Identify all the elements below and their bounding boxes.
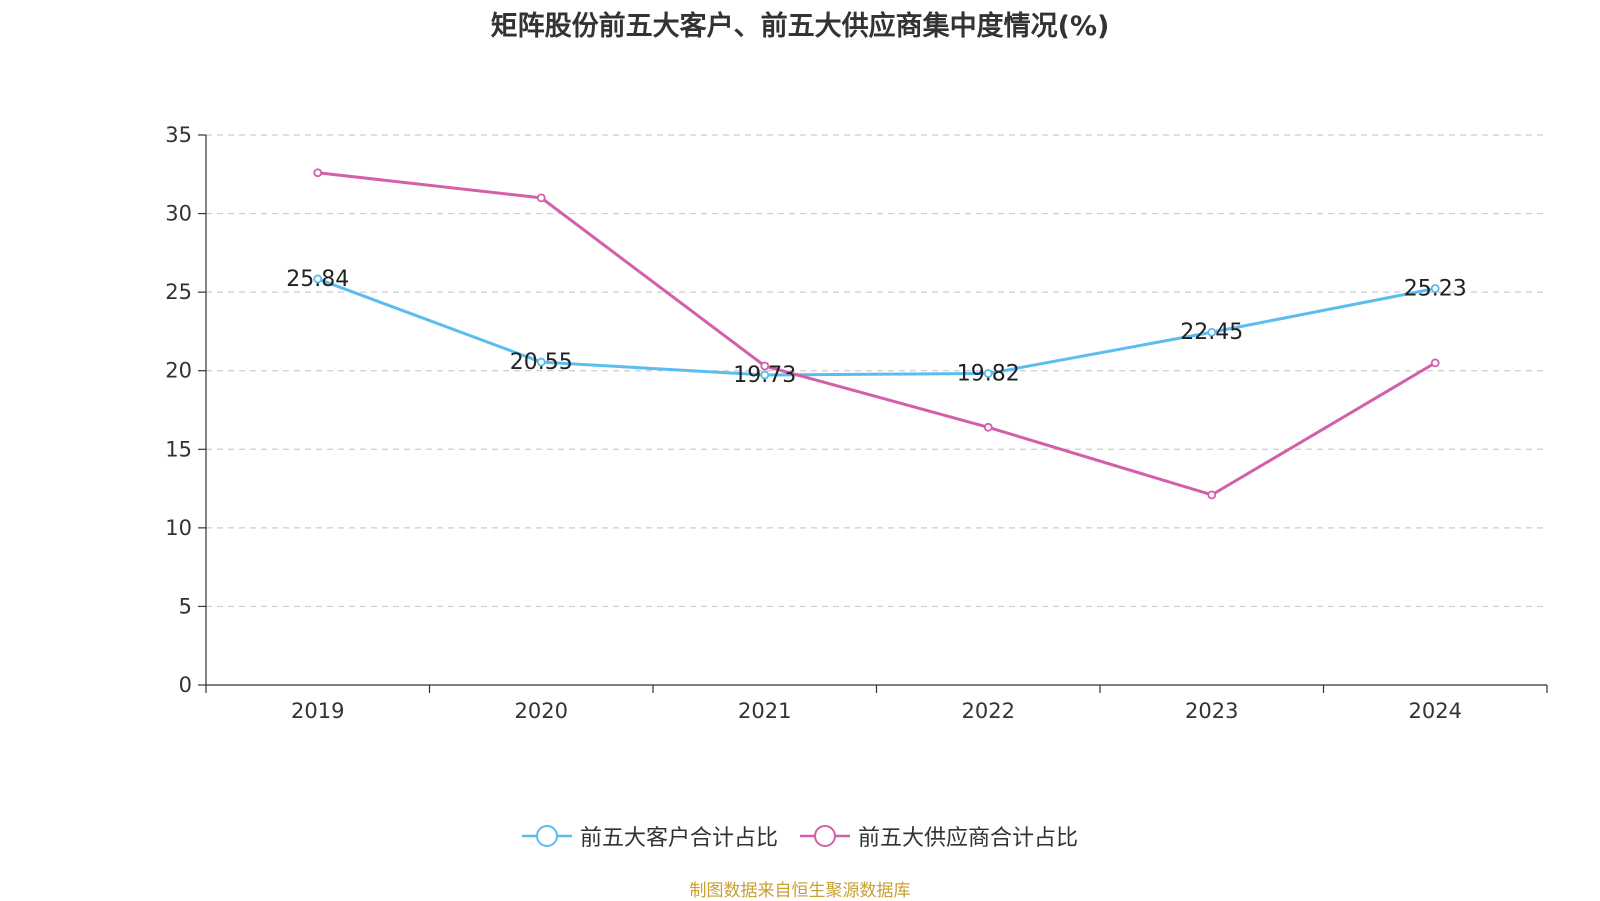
legend-label: 前五大客户合计占比 <box>579 826 778 851</box>
data-point-2 <box>760 361 770 371</box>
legend: 前五大客户合计占比 前五大供应商合计占比 <box>0 818 1600 854</box>
y-tick-label: 5 <box>179 594 192 618</box>
grid-lines <box>206 134 1547 608</box>
x-tick-label: 2019 <box>291 699 344 723</box>
y-tick-label: 35 <box>165 123 192 147</box>
data-label: 25.23 <box>1404 277 1467 302</box>
x-tick-label: 2023 <box>1185 699 1238 723</box>
data-point-1 <box>536 357 546 367</box>
x-tick-label: 2020 <box>515 699 568 723</box>
series <box>313 168 1440 500</box>
data-point-1 <box>983 369 993 378</box>
data-label: 20.55 <box>510 350 573 375</box>
data-label: 19.82 <box>957 362 1020 387</box>
y-tick-label: 30 <box>165 202 192 226</box>
data-point-1 <box>1207 327 1217 337</box>
data-point-2 <box>1207 490 1217 500</box>
y-tick-label: 25 <box>165 280 192 304</box>
x-tick-label: 2024 <box>1409 699 1462 723</box>
axes: 0 5 10 15 20 25 30 35 2019 2020 2021 2022 2023 2024 <box>165 123 1548 723</box>
series-line-1 <box>317 277 1436 377</box>
data-label: 22.45 <box>1180 320 1243 345</box>
legend-item-1[interactable]: 前五大客户合计占比 <box>521 820 778 852</box>
data-point-2 <box>1430 358 1440 368</box>
source-note: 制图数据来自恒生聚源数据库 <box>689 881 911 901</box>
data-point-1 <box>313 274 323 284</box>
data-point-2 <box>313 168 323 178</box>
data-label: 25.84 <box>286 267 349 292</box>
data-labels: 25.84 20.55 19.73 19.82 22.45 25.23 <box>286 267 1466 388</box>
y-tick-label: 20 <box>165 359 192 383</box>
y-tick-label: 15 <box>165 437 192 461</box>
legend-marker-icon <box>521 825 572 847</box>
data-point-1 <box>1430 284 1440 293</box>
legend-marker-icon <box>800 825 850 847</box>
x-tick-label: 2021 <box>738 699 791 723</box>
data-point-2 <box>536 193 546 203</box>
series-line-2 <box>317 171 1437 497</box>
data-point-1 <box>760 370 770 380</box>
data-point-2 <box>983 422 993 432</box>
x-tick-label: 2022 <box>962 699 1015 723</box>
chart-title: 矩阵股份前五大客户、前五大供应商集中度情况(%) <box>490 11 1110 42</box>
legend-label: 前五大供应商合计占比 <box>858 826 1079 851</box>
data-label: 19.73 <box>733 363 796 388</box>
legend-item-2[interactable]: 前五大供应商合计占比 <box>800 820 1078 852</box>
y-tick-label: 10 <box>165 516 192 540</box>
y-tick-label: 0 <box>179 673 192 697</box>
